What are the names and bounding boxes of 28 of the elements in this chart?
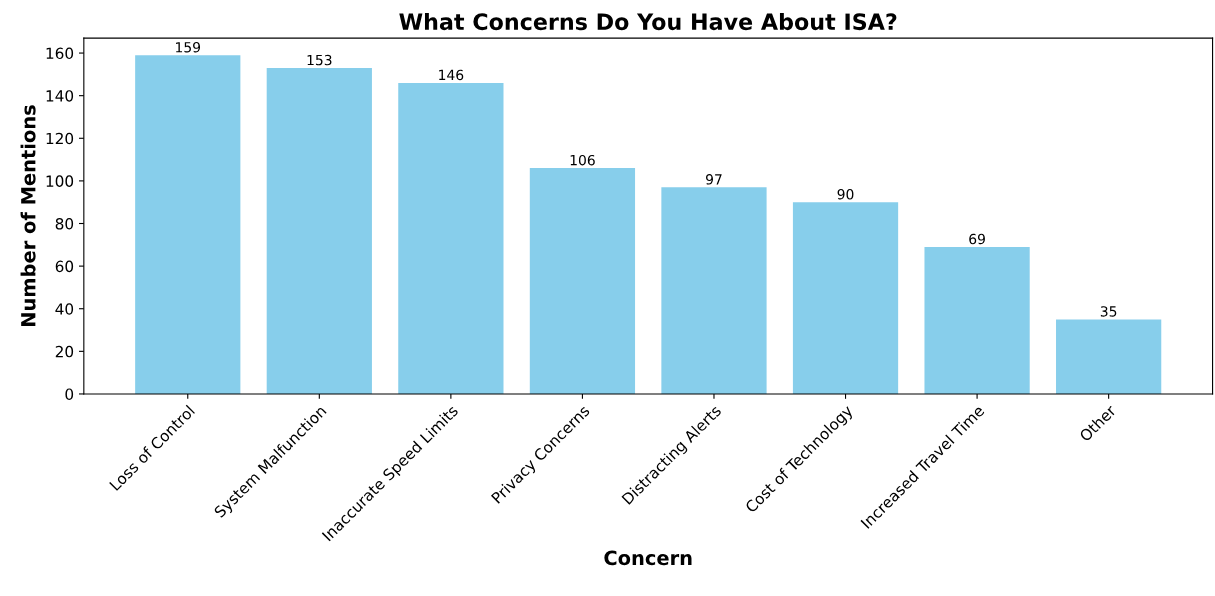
bar: [792, 202, 899, 394]
x-axis-title: Concern: [604, 550, 692, 566]
bar: [1056, 319, 1162, 394]
bar: [661, 187, 767, 394]
bar: [529, 168, 636, 394]
data-label: 69: [969, 233, 985, 245]
bar: [924, 246, 1030, 394]
bar: [135, 55, 241, 394]
y-tick-label: 20: [55, 345, 74, 358]
data-label: 97: [706, 174, 722, 185]
y-tick-label: 0: [65, 388, 74, 400]
y-tick-label: 80: [55, 217, 74, 230]
y-tick-label: 60: [55, 260, 74, 273]
data-label: 159: [176, 41, 201, 53]
bar: [266, 67, 372, 394]
y-axis-title: Number of Mentions: [20, 105, 36, 327]
data-label: 35: [1100, 306, 1117, 317]
data-label: 90: [837, 189, 854, 200]
bar: [398, 82, 504, 394]
y-tick-label: 140: [46, 90, 74, 102]
y-tick-label: 160: [46, 47, 74, 60]
chart-title: What Concerns Do You Have About ISA?: [399, 12, 897, 31]
data-label: 153: [307, 54, 332, 66]
y-tick-label: 40: [55, 303, 74, 315]
y-tick-label: 120: [46, 132, 74, 145]
y-tick-label: 100: [46, 175, 74, 187]
data-label: 106: [570, 154, 595, 166]
data-label: 146: [439, 69, 464, 81]
